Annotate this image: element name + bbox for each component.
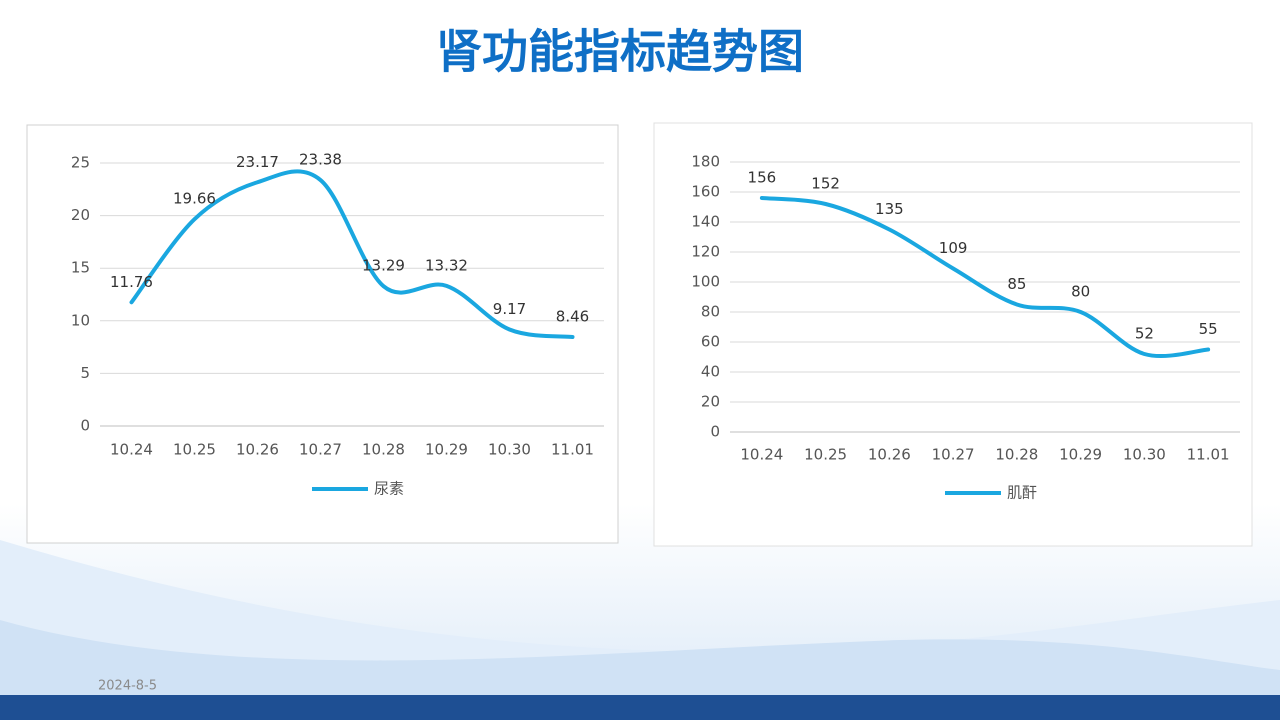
date: 2024-8-5 (98, 679, 157, 694)
y-tick-label: 160 (691, 183, 720, 201)
data-label: 11.76 (110, 273, 153, 291)
x-tick-label: 10.24 (740, 446, 783, 464)
y-tick-label: 5 (80, 364, 90, 382)
data-label: 8.46 (556, 308, 589, 326)
data-label: 9.17 (493, 300, 526, 318)
y-tick-label: 0 (80, 417, 90, 435)
x-tick-label: 10.25 (804, 446, 847, 464)
y-tick-label: 15 (71, 259, 90, 277)
data-label: 52 (1135, 325, 1154, 343)
data-label: 80 (1071, 283, 1090, 301)
y-tick-label: 40 (701, 363, 720, 381)
data-label: 13.29 (362, 257, 405, 275)
y-tick-label: 120 (691, 243, 720, 261)
y-tick-label: 100 (691, 273, 720, 291)
x-tick-label: 10.30 (488, 441, 531, 459)
data-label: 13.32 (425, 256, 468, 274)
x-tick-label: 10.27 (299, 441, 342, 459)
x-tick-label: 10.26 (868, 446, 911, 464)
data-label: 156 (748, 169, 777, 187)
footer-bar (0, 695, 1280, 720)
x-tick-label: 10.29 (425, 441, 468, 459)
x-tick-label: 11.01 (551, 441, 594, 459)
x-tick-label: 10.29 (1059, 446, 1102, 464)
y-tick-label: 0 (710, 423, 720, 441)
y-tick-label: 25 (71, 154, 90, 172)
y-tick-label: 10 (71, 311, 90, 329)
slide-title: 肾功能指标趋势图 (436, 25, 804, 79)
data-label: 23.17 (236, 153, 279, 171)
x-tick-label: 10.28 (362, 441, 405, 459)
y-tick-label: 140 (691, 213, 720, 231)
series-line (129, 169, 575, 340)
data-label: 135 (875, 200, 904, 218)
data-label: 109 (939, 239, 968, 257)
data-label: 19.66 (173, 190, 216, 208)
data-label: 152 (811, 175, 840, 193)
data-label: 55 (1199, 320, 1218, 338)
y-tick-label: 20 (701, 393, 720, 411)
chart-frame (653, 122, 1253, 547)
x-tick-label: 11.01 (1187, 446, 1230, 464)
legend-label: 肌酐 (1007, 484, 1037, 502)
series-line (759, 196, 1211, 359)
data-label: 85 (1007, 275, 1026, 293)
x-tick-label: 10.26 (236, 441, 279, 459)
wave (0, 620, 1280, 700)
data-label: 23.38 (299, 151, 342, 169)
y-tick-label: 180 (691, 153, 720, 171)
legend-label: 尿素 (374, 480, 404, 498)
y-tick-label: 80 (701, 303, 720, 321)
x-tick-label: 10.24 (110, 441, 153, 459)
y-tick-label: 60 (701, 333, 720, 351)
y-tick-label: 20 (71, 206, 90, 224)
x-tick-label: 10.30 (1123, 446, 1166, 464)
x-tick-label: 10.28 (995, 446, 1038, 464)
x-tick-label: 10.27 (932, 446, 975, 464)
x-tick-label: 10.25 (173, 441, 216, 459)
